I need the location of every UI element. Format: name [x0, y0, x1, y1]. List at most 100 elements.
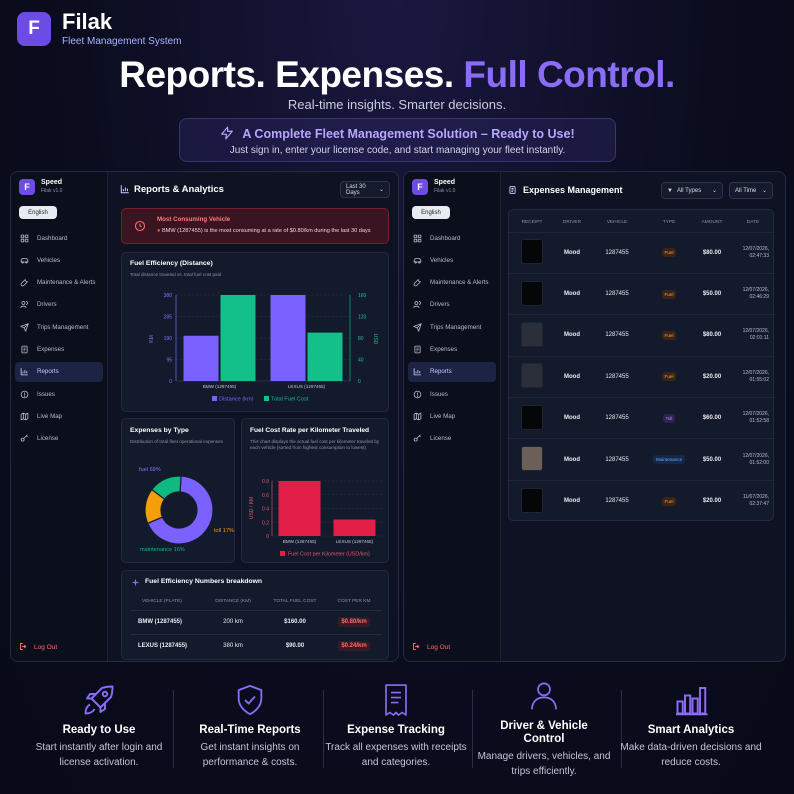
- sidebar-item-license[interactable]: License: [15, 429, 103, 449]
- banner-subtitle: Just sign in, enter your license code, a…: [229, 145, 566, 156]
- receipt-thumbnail[interactable]: [521, 363, 543, 389]
- receipt-thumbnail[interactable]: [521, 446, 543, 472]
- sidebar-item-vehicles[interactable]: Vehicles: [15, 250, 103, 270]
- sidebar-item-label: Live Map: [37, 412, 63, 420]
- cell-amount: $80.00: [702, 249, 722, 256]
- date-line: 12/07/2026,: [742, 287, 769, 294]
- rocket-icon: [84, 685, 114, 715]
- send-icon: [413, 323, 422, 332]
- expenses-table: RECEIPT DRIVER VEHICLE TYPE AMOUNT DATE …: [509, 214, 775, 522]
- sidebar-item-issues[interactable]: Issues: [15, 384, 103, 404]
- cost-per-km-badge: $0.24/km: [338, 641, 370, 652]
- feature-desc: Track all expenses with receipts and cat…: [325, 742, 467, 768]
- sidebar-item-live-map[interactable]: Live Map: [408, 406, 496, 426]
- expense-row[interactable]: Mood 1287455 Fuel $50.00 12/07/2026, 02:46:29: [509, 273, 775, 314]
- hero-subtitle: Real-time insights. Smarter decisions.: [287, 97, 507, 112]
- sidebar-item-dashboard[interactable]: Dashboard: [408, 228, 496, 248]
- feature-divider: [621, 690, 622, 768]
- feature-desc: Manage drivers, vehicles, and trips effi…: [477, 751, 611, 777]
- expense-row[interactable]: Mood 1287455 Fuel $20.00 11/07/2026, 02:37:47: [509, 480, 775, 521]
- sidebar-item-dashboard[interactable]: Dashboard: [15, 228, 103, 248]
- expense-row[interactable]: Mood 1287455 Fuel $80.00 12/07/2026, 02:01:11: [509, 314, 775, 356]
- sidebar-item-reports[interactable]: Reports: [15, 361, 103, 382]
- y-right-tick-label: 80: [358, 336, 364, 342]
- time-line: 02:01:11: [749, 335, 769, 342]
- alert-box: Most Consuming Vehicle ● BMW (1287455) i…: [121, 208, 389, 244]
- sidebar-item-drivers[interactable]: Drivers: [408, 295, 496, 315]
- legend-label: Total Fuel Cost: [271, 397, 309, 403]
- sidebar-item-maintenance-alerts[interactable]: Maintenance & Alerts: [15, 273, 103, 293]
- sidebar-item-trips-management[interactable]: Trips Management: [15, 317, 103, 337]
- sidebar-item-live-map[interactable]: Live Map: [15, 406, 103, 426]
- cell-cpk: $0.80/km: [326, 610, 382, 634]
- sidebar-item-drivers[interactable]: Drivers: [15, 295, 103, 315]
- cell-amount: $20.00: [702, 498, 722, 505]
- receipt-icon: [413, 345, 422, 354]
- table-row[interactable]: LEXUS (1287455) 380 km $90.00 $0.24/km: [130, 634, 382, 658]
- col-distance: DISTANCE (KM): [215, 599, 251, 605]
- language-button[interactable]: English: [412, 206, 450, 219]
- cell-driver: Mood: [564, 456, 580, 463]
- x-tick-label: BMW (1287455): [283, 539, 317, 544]
- type-badge: Fuel: [661, 289, 677, 299]
- feature-real-time-reports: Real-Time Reports Get instant insights o…: [175, 680, 325, 770]
- cell-amount: $60.00: [702, 415, 722, 422]
- expense-row[interactable]: Mood 1287455 Maintenance $50.00 12/07/2026, 0…: [509, 438, 775, 480]
- type-badge: Fuel: [661, 248, 677, 258]
- sidebar-item-issues[interactable]: Issues: [408, 384, 496, 404]
- cost-per-km-badge: $0.80/km: [338, 617, 370, 627]
- cell-amount: $50.00: [702, 456, 722, 463]
- brand-name: Filak: [62, 9, 113, 34]
- sidebar-item-reports[interactable]: Reports: [408, 361, 496, 382]
- y-tick-label: 190: [164, 336, 173, 342]
- expenses-table-panel: RECEIPT DRIVER VEHICLE TYPE AMOUNT DATE …: [508, 209, 775, 522]
- expense-row[interactable]: Mood 1287455 Toll $60.00 12/07/2026, 01:52:58: [509, 397, 775, 439]
- period-select[interactable]: Last 30 Days ⌄: [340, 181, 390, 198]
- sidebar: F Speed Filak v1.0 English Dashboard Vehi…: [11, 172, 108, 661]
- sidebar-item-maintenance-alerts[interactable]: Maintenance & Alerts: [408, 273, 496, 293]
- sidebar-item-trips-management[interactable]: Trips Management: [408, 317, 496, 337]
- y-tick-label: 285: [164, 315, 173, 321]
- sidebar-item-label: License: [430, 435, 452, 443]
- time-filter-select[interactable]: All Time ⌄: [729, 182, 773, 199]
- sidebar-item-label: Drivers: [430, 301, 450, 309]
- alert-text-content: BMW (1287455) is the most consuming at a…: [161, 228, 371, 234]
- lightning-icon: [221, 126, 234, 140]
- app-version: Filak v1.0: [434, 188, 456, 194]
- bar-fuel-cost: [220, 295, 256, 381]
- receipt-thumbnail[interactable]: [521, 280, 543, 306]
- breakdown-table: VEHICLE (PLATE) DISTANCE (KM) TOTAL FUEL…: [130, 594, 382, 658]
- key-icon: [20, 434, 29, 443]
- feature-title: Ready to Use: [62, 724, 136, 736]
- alert-icon: [413, 390, 422, 399]
- type-badge: Fuel: [661, 496, 677, 506]
- expenses-header-row: RECEIPT DRIVER VEHICLE TYPE AMOUNT DATE: [509, 214, 775, 232]
- sidebar-item-expenses[interactable]: Expenses: [408, 340, 496, 360]
- receipt-thumbnail[interactable]: [521, 321, 543, 347]
- feature-driver-vehicle-control: Driver & Vehicle Control Manage drivers,…: [469, 676, 619, 779]
- cell-date: 12/07/2026, 02:46:29: [731, 273, 775, 314]
- type-filter-select[interactable]: ▼ All Types ⌄: [661, 182, 723, 199]
- receipt-thumbnail[interactable]: [521, 487, 543, 513]
- feature-title: Expense Tracking: [347, 724, 445, 736]
- y-tick-label: 380: [164, 293, 173, 299]
- language-button[interactable]: English: [19, 206, 57, 219]
- expense-row[interactable]: Mood 1287455 Fuel $20.00 12/07/2026, 01:55:02: [509, 356, 775, 397]
- fuel-cost-rate-subtitle: This chart displays the actual fuel cost…: [250, 439, 380, 450]
- col-type: TYPE: [662, 220, 676, 226]
- expense-row[interactable]: Mood 1287455 Fuel $80.00 12/07/2026, 02:47:33: [509, 232, 775, 273]
- logout-button[interactable]: Log Out: [412, 642, 450, 653]
- sidebar-item-license[interactable]: License: [408, 429, 496, 449]
- receipt-thumbnail[interactable]: [521, 239, 543, 265]
- sidebar-item-label: Dashboard: [430, 234, 461, 242]
- sidebar-item-vehicles[interactable]: Vehicles: [408, 250, 496, 270]
- date-line: 12/07/2026,: [742, 369, 769, 376]
- logout-button[interactable]: Log Out: [19, 642, 57, 653]
- receipt-thumbnail[interactable]: [521, 404, 543, 430]
- hero-title-accent: Full Control.: [463, 54, 675, 95]
- table-row[interactable]: BMW (1287455) 200 km $160.00 $0.80/km: [130, 610, 382, 634]
- cell-date: 11/07/2026, 02:37:47: [731, 480, 775, 521]
- feature-title: Smart Analytics: [647, 724, 735, 736]
- brand-logo: F: [17, 12, 51, 46]
- sidebar-item-expenses[interactable]: Expenses: [15, 340, 103, 360]
